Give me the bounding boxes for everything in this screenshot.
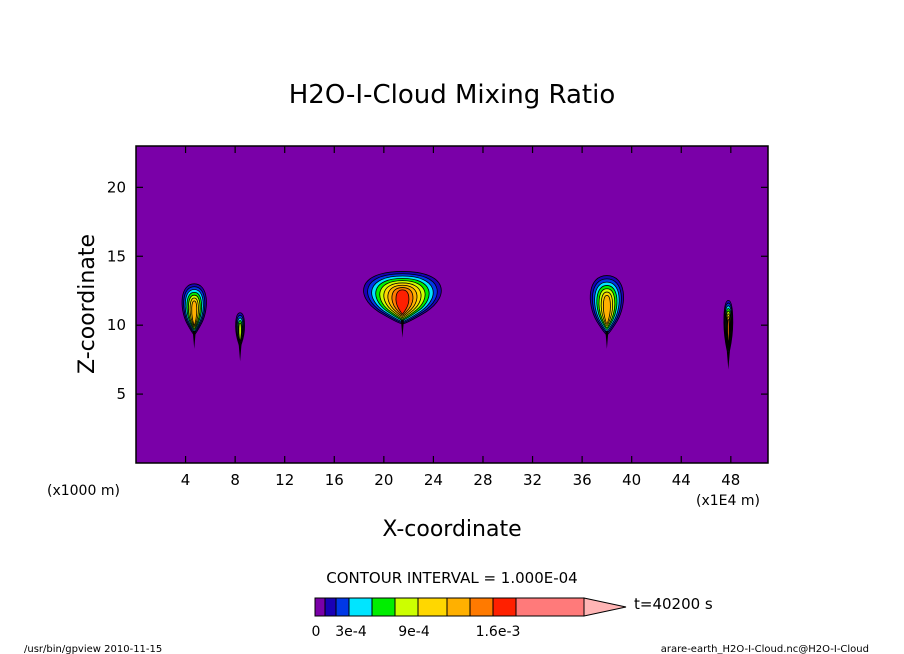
- cloud-4-stem: [605, 330, 609, 349]
- cloud-1: [181, 283, 207, 336]
- y-axis-label: Z-coordinate: [75, 234, 100, 374]
- colorbar-swatch: [394, 597, 419, 617]
- colorbar-swatch: [314, 597, 326, 617]
- x-tick-label: 16: [325, 471, 344, 489]
- cloud-1-stem: [192, 330, 196, 349]
- colorbar-swatch: [469, 597, 494, 617]
- cloud-contours: [181, 271, 734, 356]
- footer-left: /usr/bin/gpview 2010-11-15: [24, 644, 162, 654]
- y-tick-label: 20: [107, 178, 126, 196]
- x-tick-label: 36: [573, 471, 592, 489]
- x-axis: 4 8 12 16 20 24 28 32 36 40 44 48: [181, 146, 740, 489]
- colorbar-label: 0: [312, 624, 321, 640]
- x-axis-label: X-coordinate: [382, 517, 521, 542]
- colorbar-swatch: [348, 597, 373, 617]
- colorbar-label: 1.6e-3: [476, 624, 521, 640]
- colorbar-swatch: [335, 597, 350, 617]
- x-tick-label: 20: [374, 471, 393, 489]
- x-unit-right: (x1E4 m): [696, 493, 760, 509]
- y-tick-label: 5: [116, 385, 126, 403]
- y-axis: 5 10 15 20: [107, 178, 768, 403]
- x-tick-label: 12: [275, 471, 294, 489]
- cloud-2-level-5: [238, 322, 242, 343]
- cloud-4: [589, 275, 624, 336]
- cloud-2-stem: [238, 343, 242, 362]
- x-tick-label: 40: [622, 471, 641, 489]
- x-tick-label: 4: [181, 471, 191, 489]
- chart-title: H2O-I-Cloud Mixing Ratio: [289, 80, 616, 110]
- colorbar-swatch: [446, 597, 471, 617]
- colorbar-label: 3e-4: [335, 624, 367, 640]
- y-tick-label: 15: [107, 247, 126, 265]
- colorbar-swatch: [417, 597, 448, 617]
- x-tick-label: 24: [424, 471, 443, 489]
- cloud-5-stem: [726, 351, 730, 370]
- cloud-2: [235, 312, 245, 348]
- y-tick-label: 10: [107, 316, 126, 334]
- footer-right: arare-earth_H2O-I-Cloud.nc@H2O-I-Cloud: [661, 644, 869, 654]
- plot-frame: [135, 145, 769, 464]
- time-label: t=40200 s: [634, 595, 713, 613]
- x-tick-label: 28: [473, 471, 492, 489]
- x-tick-label: 8: [230, 471, 240, 489]
- colorbar: [314, 597, 627, 617]
- colorbar-swatch: [492, 597, 517, 617]
- cloud-stems: [192, 319, 730, 370]
- colorbar-swatch: [371, 597, 396, 617]
- x-tick-label: 44: [672, 471, 691, 489]
- x-tick-label: 48: [721, 471, 740, 489]
- cloud-3: [363, 271, 442, 325]
- plot-background: [136, 146, 768, 463]
- colorbar-arrow: [583, 597, 627, 617]
- colorbar-swatch: [324, 597, 337, 617]
- colorbar-swatch: [515, 597, 585, 617]
- colorbar-label: 9e-4: [398, 624, 430, 640]
- x-unit-left: (x1000 m): [47, 483, 120, 499]
- cloud-3-stem: [400, 319, 404, 338]
- cloud-3-level-9: [395, 289, 410, 315]
- x-tick-label: 32: [523, 471, 542, 489]
- cloud-4-level-7: [603, 294, 611, 325]
- contour-interval-text: CONTOUR INTERVAL = 1.000E-04: [326, 569, 577, 587]
- cloud-1-level-7: [191, 300, 198, 327]
- cloud-5-level-8: [727, 318, 730, 346]
- colorbar-labels: 0 3e-4 9e-4 1.6e-3: [312, 624, 521, 640]
